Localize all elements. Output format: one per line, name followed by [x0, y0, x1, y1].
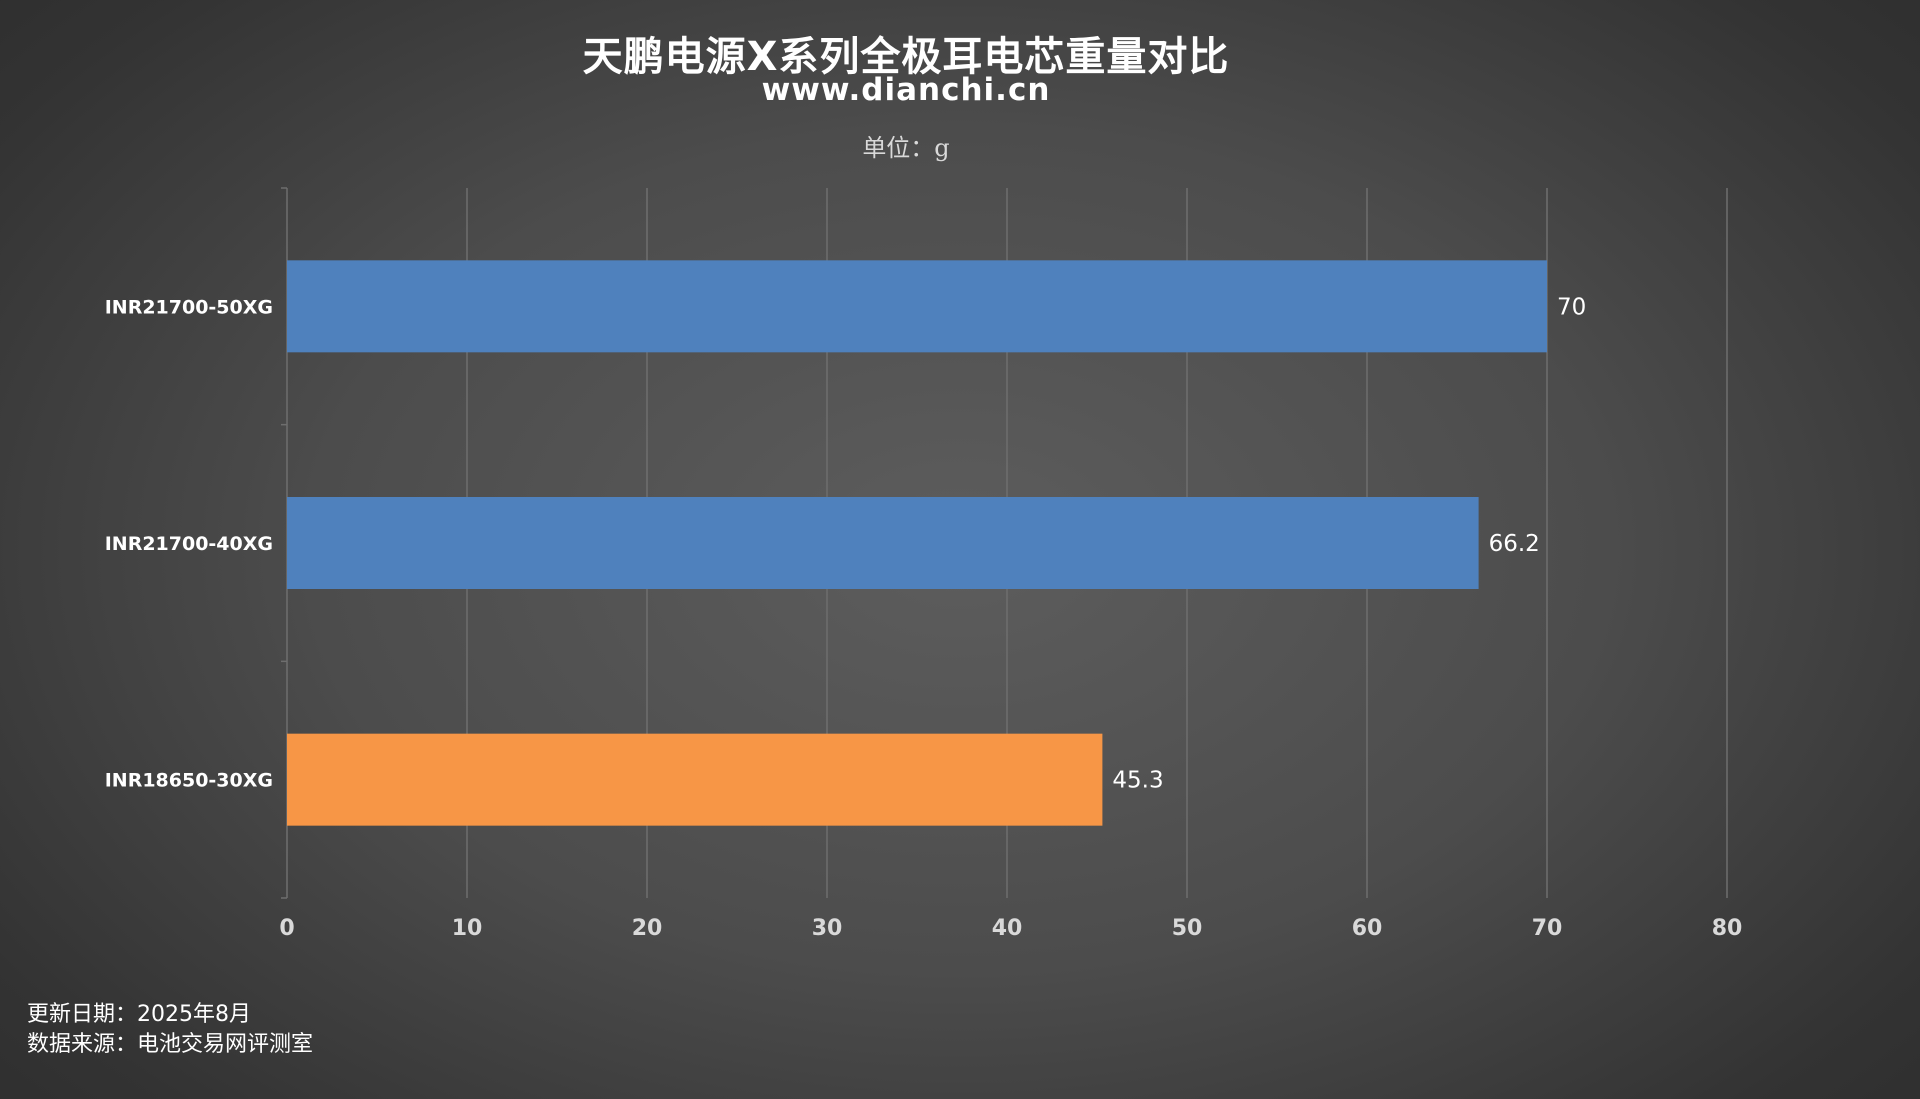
x-tick-label: 80	[1712, 916, 1743, 941]
x-tick-label: 30	[812, 916, 843, 941]
x-tick-label: 20	[632, 916, 663, 941]
bar-chart: 70 INR21700-50XG 66.2 INR21700-40XG 45.3 INR1…	[105, 187, 1743, 941]
data-label: 45.3	[1112, 768, 1163, 794]
x-tick-label: 50	[1172, 916, 1203, 941]
category-label: INR21700-50XG	[105, 296, 273, 318]
bar	[287, 733, 1103, 826]
data-source: 数据来源：电池交易网评测室	[27, 1032, 314, 1057]
chart-subtitle: www.dianchi.cn	[761, 72, 1051, 108]
unit-label: 单位：g	[862, 134, 950, 162]
bar	[287, 260, 1547, 353]
category-label: INR18650-30XG	[105, 770, 273, 792]
category-label: INR21700-40XG	[105, 533, 273, 555]
data-label: 70	[1557, 294, 1586, 320]
update-date: 更新日期：2025年8月	[27, 1002, 251, 1027]
x-tick-label: 60	[1352, 916, 1383, 941]
x-tick-label: 10	[452, 916, 483, 941]
x-tick-label: 70	[1532, 916, 1563, 941]
data-label: 66.2	[1489, 531, 1540, 557]
chart-title: 天鹏电源X系列全极耳电芯重量对比	[582, 34, 1230, 80]
bar	[287, 497, 1479, 589]
x-tick-label: 0	[279, 916, 294, 941]
x-tick-label: 40	[992, 916, 1023, 941]
